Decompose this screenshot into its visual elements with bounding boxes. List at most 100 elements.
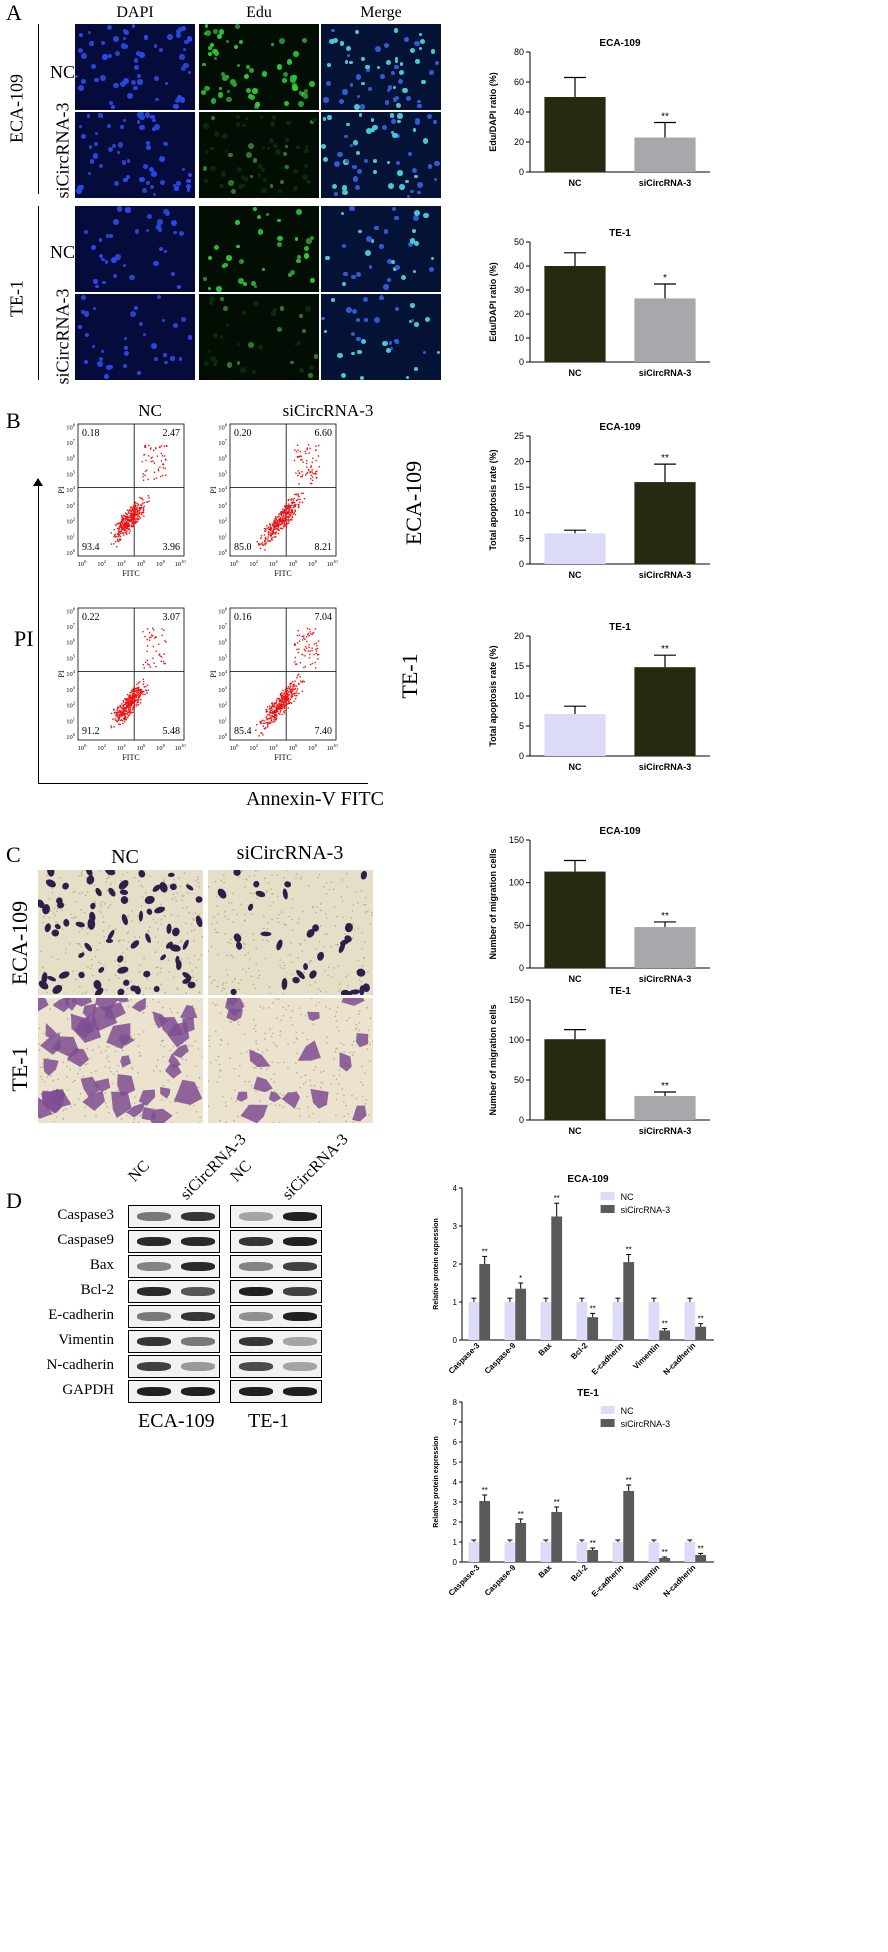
nucleus xyxy=(251,281,257,287)
bar xyxy=(634,137,696,172)
flow-event-dot xyxy=(287,516,289,519)
nucleus xyxy=(170,272,176,277)
significance-marker: ** xyxy=(626,1476,632,1485)
membrane-pore xyxy=(81,870,84,872)
nucleus xyxy=(153,44,158,48)
flow-event-dot xyxy=(297,674,299,677)
stained-cell xyxy=(360,870,368,880)
flow-event-dot xyxy=(125,524,128,527)
flow-event-dot xyxy=(288,511,290,514)
membrane-pore xyxy=(89,1057,92,1059)
flow-event-dot xyxy=(116,709,118,712)
membrane-pore xyxy=(259,974,261,977)
membrane-pore xyxy=(79,985,81,988)
membrane-pore xyxy=(199,991,201,993)
membrane-pore xyxy=(181,1057,184,1060)
membrane-pore xyxy=(70,1105,72,1108)
bar xyxy=(634,298,696,362)
nucleus xyxy=(124,30,130,36)
nucleus xyxy=(181,25,187,31)
stained-cell xyxy=(146,908,153,915)
membrane-pore xyxy=(346,984,349,987)
stained-cell xyxy=(51,929,60,937)
flow-event-dot xyxy=(136,520,139,523)
nucleus xyxy=(260,116,264,120)
protein-band xyxy=(181,1387,215,1396)
flow-event-dot xyxy=(293,688,296,691)
nucleus xyxy=(393,28,398,33)
y-tick-label: 10 xyxy=(514,508,524,518)
membrane-pore xyxy=(366,910,369,913)
flow-event-dot xyxy=(274,524,276,526)
membrane-pore xyxy=(211,923,213,926)
flow-event-dot xyxy=(125,512,128,515)
membrane-pore xyxy=(319,1081,322,1084)
protein-band xyxy=(137,1237,171,1246)
flow-event-dot xyxy=(273,720,276,723)
membrane-pore xyxy=(317,876,319,879)
nucleus xyxy=(94,78,99,83)
flow-event-dot xyxy=(308,470,310,472)
membrane-pore xyxy=(67,1089,69,1091)
flow-event-dot xyxy=(279,694,282,696)
transwell-row-label-eca109: ECA-109 xyxy=(7,900,32,986)
flow-event-dot xyxy=(130,710,132,712)
membrane-pore xyxy=(280,966,283,969)
nucleus xyxy=(174,186,179,192)
flow-event-dot xyxy=(314,449,317,451)
nucleus xyxy=(178,53,185,60)
flow-event-dot xyxy=(298,483,300,485)
nucleus xyxy=(253,300,259,307)
nucleus xyxy=(332,37,338,43)
membrane-pore xyxy=(232,909,235,911)
nucleus xyxy=(176,95,183,101)
flow-event-dot xyxy=(152,645,155,648)
flow-event-dot xyxy=(287,505,290,508)
membrane-pore xyxy=(346,872,348,875)
flow-event-dot xyxy=(122,709,125,712)
nucleus xyxy=(226,40,230,44)
protein-band xyxy=(181,1237,215,1246)
membrane-pore xyxy=(108,1060,110,1063)
flow-x-axis-title: FITC xyxy=(122,569,139,578)
membrane-pore xyxy=(181,958,183,960)
membrane-pore xyxy=(312,1112,314,1115)
nucleus xyxy=(405,179,409,184)
membrane-pore xyxy=(235,1100,238,1103)
membrane-pore xyxy=(186,906,188,909)
nucleus xyxy=(277,235,283,242)
nucleus xyxy=(356,74,362,80)
flow-event-dot xyxy=(138,516,141,518)
flow-event-dot xyxy=(310,633,312,635)
membrane-pore xyxy=(369,1060,371,1062)
grouped-bar-chart-protein-te1: TE-1 0 1 2 3 4 5 6 7 8 Relative protein expression… xyxy=(420,1384,720,1612)
flow-event-dot xyxy=(136,506,138,509)
flow-event-dot xyxy=(139,506,142,509)
flow-event-dot xyxy=(315,652,317,655)
flow-event-dot xyxy=(138,511,140,514)
flow-event-dot xyxy=(281,511,283,514)
x-tick-label: E-cadherin xyxy=(590,1341,626,1377)
flow-event-dot xyxy=(268,540,270,542)
nucleus xyxy=(187,70,192,75)
membrane-pore xyxy=(117,1064,120,1067)
flow-event-dot xyxy=(117,527,119,530)
flow-event-dot xyxy=(293,497,295,500)
nucleus xyxy=(262,177,267,182)
y-tick-label: 1 xyxy=(453,1538,458,1547)
nucleus xyxy=(355,271,362,278)
flow-event-dot xyxy=(308,646,310,649)
membrane-pore xyxy=(56,907,59,910)
flow-event-dot xyxy=(134,703,136,706)
membrane-pore xyxy=(345,1104,347,1107)
membrane-pore xyxy=(363,941,366,943)
micrograph-merge xyxy=(321,294,441,380)
flow-event-dot xyxy=(279,709,282,712)
nucleus xyxy=(136,112,143,118)
flow-event-dot xyxy=(117,706,119,708)
flow-event-dot xyxy=(142,683,145,685)
membrane-pore xyxy=(273,1081,275,1084)
membrane-pore xyxy=(82,951,84,953)
flow-event-dot xyxy=(300,680,302,682)
